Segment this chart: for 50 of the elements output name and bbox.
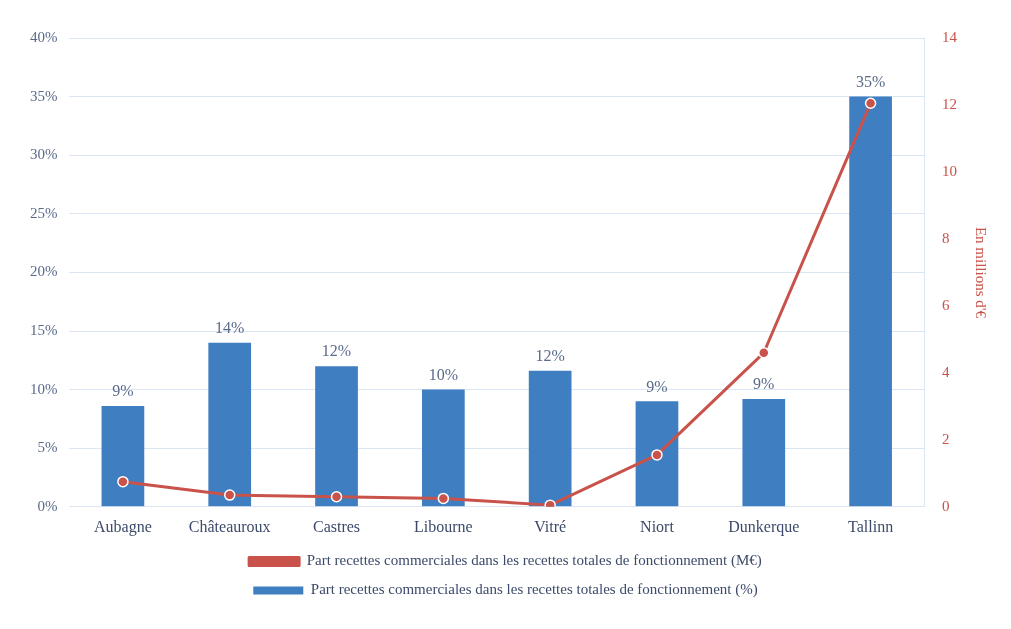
x-tick-label: Castres <box>312 517 361 535</box>
data-label: 10% <box>428 365 459 383</box>
point <box>330 491 343 503</box>
point <box>223 489 236 501</box>
point <box>437 492 450 505</box>
data-label: 35% <box>855 72 886 90</box>
y-tick-label: 10% <box>30 380 58 397</box>
x-tick-label: Vitré <box>534 517 567 535</box>
bar <box>208 342 252 507</box>
data-label: 9% <box>646 377 668 395</box>
bar <box>528 370 572 507</box>
point <box>864 97 877 110</box>
x-tick-label: Aubagne <box>94 517 152 536</box>
x-tick-label: Libourne <box>414 517 473 535</box>
x-tick-label: Dunkerque <box>728 517 800 536</box>
y2-axis-title: En millions d'€ <box>973 226 990 319</box>
y-tick-label: 35% <box>30 87 58 104</box>
bar <box>421 389 465 507</box>
y2-tick-label: 4 <box>942 363 950 380</box>
legend-label: Part recettes commerciales dans les recettes totales de fonctionnement (M€) <box>306 552 762 570</box>
bar <box>742 398 786 507</box>
bar <box>849 96 892 507</box>
bar <box>101 406 145 507</box>
data-label: 9% <box>753 375 775 393</box>
x-tick-label: Niort <box>640 517 675 535</box>
point <box>117 475 129 488</box>
y2-tick-label: 2 <box>942 430 950 447</box>
point <box>651 449 663 461</box>
x-tick-label: Tallinn <box>848 517 894 535</box>
x-tick-label: Châteauroux <box>188 517 271 535</box>
y-tick-label: 20% <box>30 263 58 280</box>
y-tick-label: 5% <box>37 439 58 456</box>
data-label: 12% <box>535 347 565 365</box>
y2-tick-label: 10 <box>942 162 957 179</box>
bar <box>315 366 358 507</box>
y-tick-label: 30% <box>30 146 58 163</box>
y2-tick-label: 12 <box>942 95 957 112</box>
y-tick-label: 25% <box>30 204 58 221</box>
data-label: 12% <box>321 342 352 360</box>
y-tick-label: 0% <box>37 497 58 514</box>
y2-tick-label: 8 <box>942 229 950 246</box>
y-tick-label: 40% <box>30 28 58 45</box>
y-tick-label: 15% <box>30 321 58 338</box>
y2-tick-label: 14 <box>942 28 958 45</box>
data-label: 9% <box>112 382 134 400</box>
bar <box>635 401 679 507</box>
data-label: 14% <box>215 318 245 336</box>
y2-tick-label: 0 <box>942 497 950 514</box>
y2-tick-label: 6 <box>942 296 950 313</box>
legend-label: Part recettes commerciales dans les recettes totales de fonctionnement (%) <box>310 581 758 599</box>
